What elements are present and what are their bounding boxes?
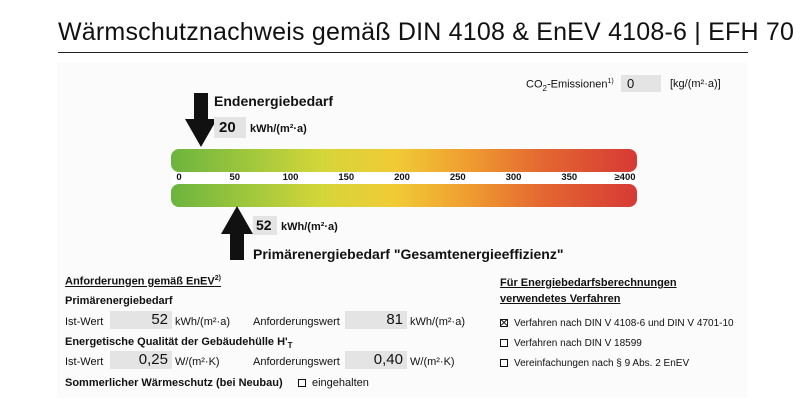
primary-requirements-heading: Primärenergiebedarf	[65, 295, 173, 307]
envelope-anf-unit: W/(m²·K)	[410, 356, 455, 368]
co2-label: CO2-Emissionen1)	[526, 78, 614, 93]
envelope-anf-label: Anforderungswert	[253, 356, 340, 368]
envelope-anf-value: 0,40	[345, 351, 407, 369]
primary-anf-label: Anforderungswert	[253, 316, 340, 328]
certificate-panel	[57, 63, 747, 398]
method-option[interactable]: Verfahren nach DIN V 4108-6 und DIN V 47…	[500, 318, 734, 329]
scale-tick-label: 100	[282, 172, 299, 183]
primaer-value: 52	[253, 216, 277, 235]
title-divider	[58, 52, 748, 53]
envelope-heading: Energetische Qualität der Gebäudehülle H…	[65, 336, 293, 351]
scale-tick-label: 350	[561, 172, 578, 183]
primaer-label: Primärenergiebedarf "Gesamtenergieeffizi…	[253, 246, 564, 262]
method-option[interactable]: Vereinfachungen nach § 9 Abs. 2 EnEV	[500, 358, 689, 369]
requirements-heading: Anforderungen gemäß EnEV2)	[65, 275, 221, 288]
primary-anf-value: 81	[345, 311, 407, 329]
endenergie-unit: kWh/(m²·a)	[250, 123, 307, 135]
down-arrow-icon	[185, 93, 218, 147]
scale-tick-label: 150	[338, 172, 355, 183]
primary-ist-label: Ist-Wert	[65, 316, 104, 328]
scale-ticks: 0 50 100 150 200 250 300 350 ≥400	[171, 172, 637, 184]
checkbox-checked-icon[interactable]	[500, 319, 508, 327]
primary-anf-unit: kWh/(m²·a)	[410, 316, 465, 328]
envelope-ist-unit: W/(m²·K)	[175, 356, 220, 368]
scale-band-bottom	[171, 184, 637, 207]
envelope-ist-value: 0,25	[110, 351, 172, 369]
up-arrow-icon	[220, 206, 253, 260]
methods-heading: Für Energiebedarfsberechnungen verwendete…	[500, 277, 677, 305]
page-title: Wärmschutznachweis gemäß DIN 4108 & EnEV…	[58, 18, 795, 46]
checkbox-icon[interactable]	[500, 339, 508, 347]
checkbox-icon[interactable]	[298, 379, 306, 387]
co2-unit: [kg/(m²·a)]	[670, 78, 721, 90]
scale-tick-label: 0	[176, 172, 182, 183]
scale-tick-label: 200	[394, 172, 410, 183]
scale-tick-label: 300	[505, 172, 522, 183]
envelope-ist-label: Ist-Wert	[65, 356, 104, 368]
endenergie-value: 20	[214, 117, 246, 138]
primary-ist-value: 52	[110, 311, 172, 329]
primary-ist-unit: kWh/(m²·a)	[175, 316, 230, 328]
scale-tick-label: 250	[449, 172, 466, 183]
scale-tick-label: ≥400	[614, 172, 636, 183]
summer-option[interactable]: eingehalten	[298, 377, 369, 389]
summer-heading: Sommerlicher Wärmeschutz (bei Neubau)	[65, 377, 283, 389]
co2-value: 0	[621, 75, 661, 92]
scale-tick-label: 50	[229, 172, 241, 183]
energy-scale: 0 50 100 150 200 250 300 350 ≥400	[171, 149, 637, 207]
scale-band-top	[171, 149, 637, 172]
method-option[interactable]: Verfahren nach DIN V 18599	[500, 338, 642, 349]
checkbox-icon[interactable]	[500, 359, 508, 367]
primaer-unit: kWh/(m²·a)	[281, 221, 338, 233]
endenergie-label: Endenergiebedarf	[214, 93, 334, 109]
